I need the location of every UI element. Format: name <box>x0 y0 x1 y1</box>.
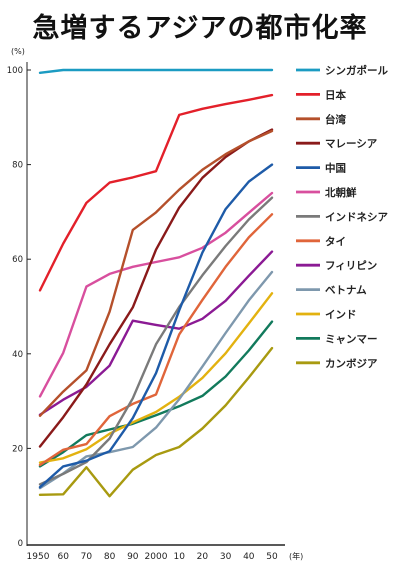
y-tick-label: 0 <box>18 539 23 549</box>
series-line <box>38 163 274 489</box>
legend-label: 北朝鮮 <box>325 186 357 199</box>
legend-label: 中国 <box>325 162 346 175</box>
x-tick-label: 50 <box>266 552 278 562</box>
legend: シンガポール日本台湾マレーシア中国北朝鮮インドネシアタイフィリピンベトナムインド… <box>296 64 388 370</box>
series-line <box>38 292 274 464</box>
legend-label: シンガポール <box>325 64 388 77</box>
y-tick-label: 60 <box>12 255 23 265</box>
series-line <box>38 68 274 75</box>
series-line <box>38 129 274 417</box>
y-tick-label: 20 <box>12 444 23 454</box>
y-tick-label: 100 <box>7 66 23 76</box>
x-tick-label: 1950 <box>27 552 50 562</box>
series-line <box>38 250 274 416</box>
legend-label: カンボジア <box>325 357 378 370</box>
chart-title: 急増するアジアの都市化率 <box>32 13 368 44</box>
x-tick-label: 10 <box>173 552 185 562</box>
x-tick-label: 2000 <box>145 552 168 562</box>
legend-label: 日本 <box>325 88 346 101</box>
series-line <box>38 346 274 498</box>
x-tick-label: 70 <box>81 552 93 562</box>
x-tick-label: 20 <box>197 552 209 562</box>
y-tick-label: 80 <box>12 161 23 171</box>
x-tick-label: 80 <box>104 552 116 562</box>
legend-label: インド <box>325 309 357 321</box>
x-tick-label: 40 <box>243 552 255 562</box>
x-tick-label: 60 <box>57 552 69 562</box>
legend-label: ベトナム <box>325 285 367 297</box>
series-line <box>38 320 274 468</box>
x-tick-label: 30 <box>220 552 232 562</box>
legend-label: フィリピン <box>325 260 377 272</box>
y-axis-unit-label: (%) <box>11 47 25 56</box>
series-line <box>38 213 274 467</box>
series-line <box>38 196 274 486</box>
series-line <box>38 191 274 398</box>
legend-label: インドネシア <box>325 211 388 223</box>
series-line <box>38 93 274 292</box>
axes: (%) 0 20 40 60 80 100 1950 60 70 80 90 2000 10 20 30 40 5… <box>7 47 303 562</box>
legend-label: マレーシア <box>325 138 378 150</box>
legend-label: タイ <box>325 236 346 248</box>
x-axis-unit-label: (年) <box>289 551 303 561</box>
x-tick-label: 90 <box>127 552 139 562</box>
legend-label: ミャンマー <box>325 333 378 345</box>
y-tick-label: 40 <box>12 350 23 360</box>
series-line <box>38 128 274 448</box>
series-lines <box>38 68 274 498</box>
legend-label: 台湾 <box>325 113 346 126</box>
